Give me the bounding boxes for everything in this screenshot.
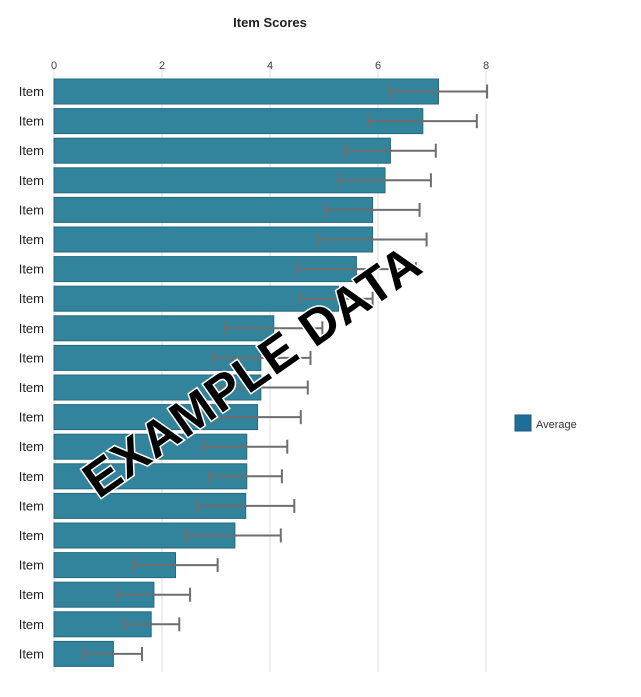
bar [53, 196, 374, 223]
bars [53, 78, 439, 667]
category-label: Item [19, 202, 44, 217]
category-label: Item [19, 469, 44, 484]
category-label: Item [19, 350, 44, 365]
chart-title: Item Scores [233, 15, 307, 30]
category-label: Item [19, 114, 44, 129]
x-tick-label: 8 [483, 60, 489, 72]
legend: Average [514, 414, 577, 432]
category-label: Item [19, 410, 44, 425]
category-label: Item [19, 439, 44, 454]
category-label: Item [19, 321, 44, 336]
category-label: Item [19, 380, 44, 395]
x-tick-label: 4 [267, 60, 273, 72]
bar [53, 108, 424, 135]
bar [53, 78, 439, 105]
x-tick-label: 6 [375, 60, 381, 72]
category-label: Item [19, 558, 44, 573]
category-label: Item [19, 498, 44, 513]
legend-swatch-average [514, 414, 532, 432]
category-label: Item [19, 528, 44, 543]
category-label: Item [19, 291, 44, 306]
category-labels: Item Item Item Item Item Item Item Item Item Item… [19, 84, 44, 661]
category-label: Item [19, 617, 44, 632]
bar [53, 137, 391, 164]
x-tick-label: 2 [159, 60, 165, 72]
category-label: Item [19, 646, 44, 661]
legend-label-average: Average [536, 419, 577, 431]
category-label: Item [19, 84, 44, 99]
category-label: Item [19, 232, 44, 247]
category-label: Item [19, 587, 44, 602]
category-label: Item [19, 143, 44, 158]
x-axis-ticks: 0 2 4 6 8 [51, 60, 489, 72]
x-tick-label: 0 [51, 60, 57, 72]
category-label: Item [19, 173, 44, 188]
bar [53, 167, 386, 194]
error-bars [82, 84, 489, 661]
category-label: Item [19, 262, 44, 277]
